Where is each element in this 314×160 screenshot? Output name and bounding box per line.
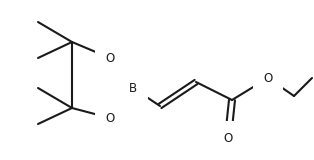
Text: O: O: [263, 72, 273, 84]
Text: O: O: [106, 52, 115, 64]
Text: O: O: [223, 132, 233, 144]
Text: O: O: [106, 112, 115, 124]
Text: B: B: [129, 81, 137, 95]
